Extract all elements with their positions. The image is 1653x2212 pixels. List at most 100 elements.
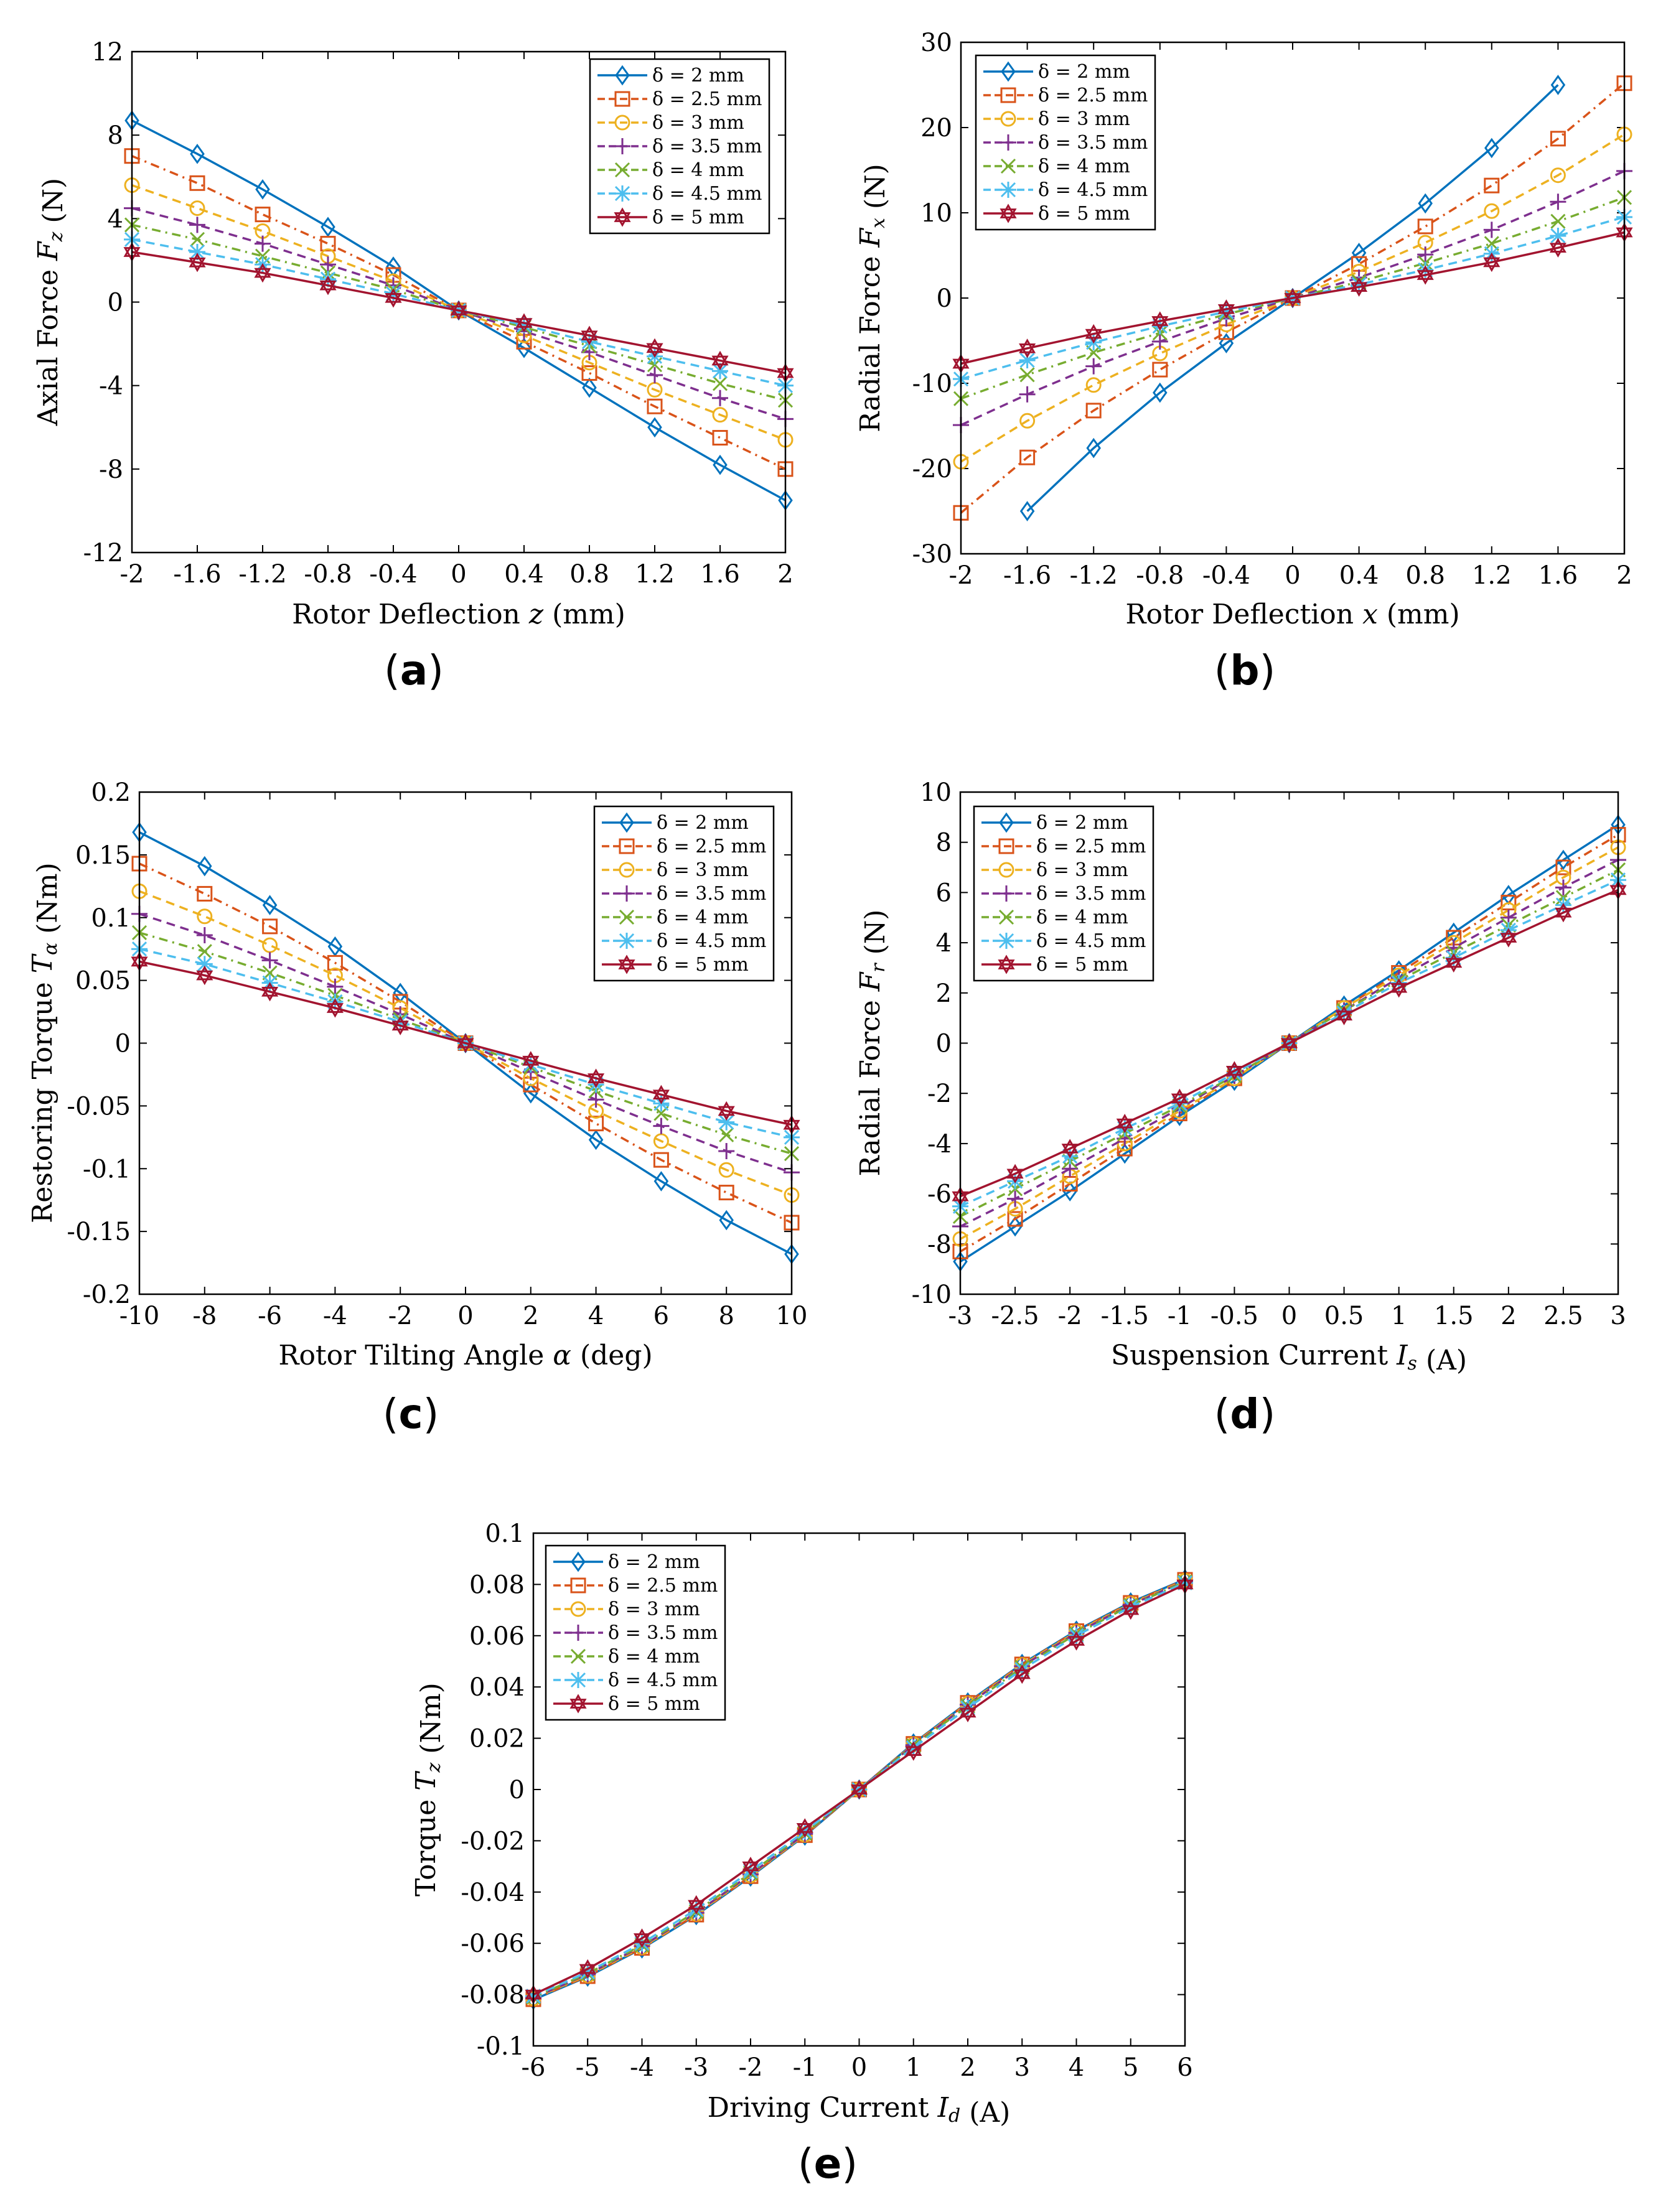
legend-label: δ = 2 mm (652, 65, 744, 86)
y-tick-label: 0.02 (469, 1725, 525, 1753)
data-point (1217, 299, 1235, 319)
series-line (960, 216, 1625, 380)
x-tick-label: -2 (1058, 1302, 1082, 1330)
x-tick-label: 1.2 (635, 560, 675, 589)
x-tick-label: 3 (1014, 2053, 1030, 2082)
data-point (1390, 978, 1408, 998)
y-tick-label: -0.15 (67, 1218, 131, 1246)
legend-label: δ = 5 mm (657, 954, 749, 976)
x-tick-label: 2 (1616, 561, 1632, 590)
data-point (1336, 1005, 1352, 1022)
legend-label: δ = 2.5 mm (657, 836, 766, 857)
data-point (1151, 318, 1168, 335)
data-point (1280, 1033, 1298, 1053)
data-point (1152, 362, 1168, 378)
x-axis-label: Rotor Deflection z (mm) (292, 599, 625, 630)
x-tick-label: 1 (1391, 1302, 1407, 1330)
legend-marker (1001, 61, 1016, 82)
legend-label: δ = 3 mm (652, 112, 744, 134)
data-point (1417, 218, 1433, 235)
data-point (653, 1133, 669, 1149)
y-tick-label: 30 (920, 29, 952, 57)
data-point (1019, 501, 1035, 521)
data-point (1336, 1006, 1353, 1025)
x-tick-label: 2 (777, 560, 793, 589)
data-point (255, 207, 271, 223)
data-point (1550, 227, 1566, 244)
data-point (457, 1033, 474, 1053)
data-point (653, 1171, 669, 1192)
plot-frame (532, 1532, 1186, 2047)
data-point (197, 885, 213, 902)
data-point (905, 1741, 922, 1761)
legend-marker (619, 838, 635, 854)
legend-label: δ = 4 mm (657, 907, 749, 928)
legend-marker (619, 862, 635, 878)
legend-marker (1000, 158, 1016, 174)
x-tick-label: -6 (258, 1302, 282, 1330)
data-point (262, 918, 278, 935)
data-point (1284, 288, 1301, 308)
legend-label: δ = 5 mm (608, 1693, 700, 1715)
data-point (262, 895, 278, 915)
legend-marker (570, 1577, 586, 1594)
data-point (647, 398, 663, 414)
x-tick-label: -2 (739, 2053, 763, 2082)
legend-marker (619, 909, 635, 925)
data-point (688, 1895, 705, 1915)
data-point (718, 1143, 735, 1160)
data-point (189, 253, 206, 273)
data-point (647, 417, 662, 438)
data-point (712, 390, 728, 406)
y-tick-label: -0.02 (461, 1827, 525, 1855)
data-point (718, 1162, 734, 1178)
data-point (1417, 265, 1434, 285)
subfigure-caption: (a) (384, 646, 444, 694)
data-point (319, 276, 337, 296)
y-tick-label: 0.06 (469, 1622, 525, 1651)
data-point (1151, 333, 1168, 350)
data-point (718, 1185, 734, 1201)
data-point (189, 231, 205, 247)
legend-label: δ = 5 mm (652, 207, 744, 228)
x-tick-label: 0.4 (1339, 561, 1379, 590)
data-point (1483, 222, 1500, 238)
legend-label: δ = 3 mm (657, 859, 749, 881)
legend: δ = 2 mmδ = 2.5 mmδ = 3 mmδ = 3.5 mmδ = … (589, 58, 770, 235)
series-line (960, 170, 1625, 426)
x-axis-label: Driving Current Id (A) (708, 2092, 1011, 2129)
data-point (647, 366, 663, 383)
data-point (1225, 1061, 1243, 1081)
y-axis-label: Radial Force Fx (N) (855, 164, 891, 432)
x-tick-label: 0.8 (569, 560, 609, 589)
data-point (1550, 131, 1566, 147)
legend-label: δ = 3.5 mm (608, 1622, 718, 1644)
chart-b: -2 -1.6 -1.2 -0.8 -0.4 0 0.4 0.8 1.2 1.6 2 -30 -20 -1… (855, 29, 1633, 694)
legend-label: δ = 4 mm (1036, 907, 1128, 928)
data-point (588, 1116, 604, 1132)
data-point (646, 338, 663, 358)
data-point (261, 982, 279, 1002)
x-tick-label: -5 (576, 2053, 600, 2082)
data-point (1019, 449, 1036, 465)
data-point (652, 1085, 670, 1104)
legend-marker (614, 185, 630, 202)
legend-marker (999, 812, 1014, 833)
x-tick-label: -4 (630, 2053, 654, 2082)
x-tick-label: -3 (684, 2053, 708, 2082)
data-point (1418, 193, 1433, 214)
data-point (1226, 1065, 1243, 1081)
legend-label: δ = 5 mm (1036, 954, 1128, 976)
legend-label: δ = 2.5 mm (1036, 836, 1146, 857)
x-tick-label: 2 (960, 2053, 975, 2082)
plot-frame (959, 791, 1619, 1295)
data-point (1219, 333, 1234, 353)
y-tick-label: -0.05 (67, 1092, 131, 1121)
y-axis-label: Axial Force Fz (N) (32, 178, 69, 426)
data-point (1171, 1095, 1188, 1112)
legend-label: δ = 2 mm (608, 1551, 700, 1573)
y-tick-label: -4 (927, 1130, 952, 1159)
data-point (1086, 437, 1101, 459)
x-axis-label: Rotor Tilting Angle α (deg) (278, 1340, 652, 1371)
